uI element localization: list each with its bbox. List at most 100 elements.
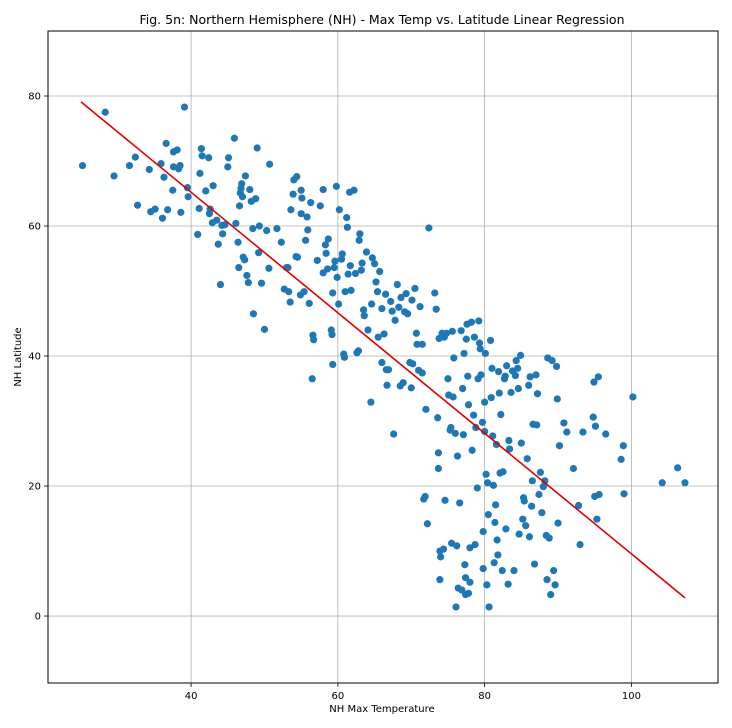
data-point-330 bbox=[658, 479, 666, 487]
data-point-232 bbox=[475, 339, 484, 347]
data-point-224 bbox=[468, 446, 476, 454]
data-point-294 bbox=[533, 390, 542, 398]
data-point-109 bbox=[331, 257, 339, 265]
data-point-286 bbox=[525, 533, 534, 541]
data-point-318 bbox=[589, 413, 597, 421]
data-point-101 bbox=[322, 249, 330, 257]
data-point-68 bbox=[265, 264, 273, 272]
data-point-325 bbox=[602, 430, 610, 438]
data-point-117 bbox=[340, 353, 349, 361]
data-point-144 bbox=[376, 267, 384, 276]
data-point-245 bbox=[485, 603, 493, 611]
data-point-148 bbox=[381, 290, 390, 298]
data-point-218 bbox=[464, 372, 472, 380]
data-point-135 bbox=[362, 248, 371, 256]
data-point-235 bbox=[478, 418, 487, 426]
data-point-202 bbox=[451, 429, 459, 437]
data-point-319 bbox=[590, 378, 598, 386]
data-point-257 bbox=[494, 368, 503, 376]
data-point-332 bbox=[681, 479, 689, 487]
data-point-115 bbox=[338, 250, 346, 258]
data-point-146 bbox=[378, 358, 386, 367]
data-point-247 bbox=[487, 394, 495, 402]
data-point-130 bbox=[356, 230, 364, 238]
data-point-173 bbox=[418, 369, 426, 377]
data-point-102 bbox=[323, 265, 332, 273]
data-point-156 bbox=[393, 280, 401, 289]
y-tick-label-60: 60 bbox=[28, 222, 41, 233]
data-point-157 bbox=[395, 303, 403, 311]
data-point-324 bbox=[595, 490, 603, 499]
data-point-121 bbox=[344, 270, 352, 278]
data-point-190 bbox=[439, 545, 448, 553]
data-point-183 bbox=[434, 464, 443, 473]
data-point-261 bbox=[498, 566, 506, 575]
data-point-142 bbox=[373, 288, 382, 296]
data-point-246 bbox=[486, 336, 495, 345]
data-point-323 bbox=[594, 373, 602, 381]
data-point-205 bbox=[453, 452, 462, 460]
data-point-8 bbox=[151, 205, 159, 213]
data-point-270 bbox=[507, 388, 515, 397]
data-point-55 bbox=[243, 271, 251, 280]
data-point-34 bbox=[209, 182, 217, 190]
data-point-111 bbox=[333, 273, 341, 281]
x-tick-label-80: 80 bbox=[478, 691, 491, 702]
data-point-308 bbox=[552, 362, 561, 371]
data-point-40 bbox=[221, 221, 229, 229]
data-point-37 bbox=[216, 280, 225, 289]
data-point-267 bbox=[504, 580, 512, 588]
data-point-192 bbox=[441, 496, 449, 504]
data-point-56 bbox=[244, 278, 252, 287]
data-point-301 bbox=[543, 576, 551, 584]
data-point-227 bbox=[471, 540, 479, 549]
data-point-78 bbox=[289, 190, 297, 198]
data-point-67 bbox=[263, 226, 271, 235]
data-point-178 bbox=[423, 520, 431, 528]
data-point-282 bbox=[520, 497, 528, 505]
data-point-292 bbox=[532, 371, 540, 379]
data-point-298 bbox=[539, 483, 547, 491]
data-point-309 bbox=[553, 395, 561, 403]
data-point-251 bbox=[490, 559, 498, 567]
data-point-193 bbox=[442, 329, 451, 337]
data-point-86 bbox=[298, 194, 306, 202]
data-point-289 bbox=[528, 477, 536, 485]
data-point-254 bbox=[492, 440, 500, 449]
data-point-329 bbox=[629, 393, 637, 401]
data-point-25 bbox=[195, 204, 203, 213]
data-point-240 bbox=[481, 349, 489, 358]
data-points bbox=[78, 103, 689, 611]
data-point-123 bbox=[346, 262, 354, 270]
data-point-213 bbox=[461, 561, 469, 569]
data-point-231 bbox=[475, 317, 483, 325]
data-point-221 bbox=[466, 544, 474, 552]
data-point-256 bbox=[494, 551, 502, 559]
data-point-46 bbox=[235, 264, 243, 272]
data-point-107 bbox=[329, 289, 337, 297]
data-point-124 bbox=[347, 286, 355, 294]
data-point-110 bbox=[332, 182, 341, 190]
data-point-152 bbox=[387, 297, 395, 306]
data-point-181 bbox=[432, 305, 440, 313]
data-point-331 bbox=[674, 464, 682, 472]
data-point-89 bbox=[303, 213, 311, 221]
data-point-151 bbox=[384, 366, 393, 374]
data-point-208 bbox=[457, 327, 465, 335]
data-point-304 bbox=[547, 590, 555, 599]
data-point-248 bbox=[488, 364, 496, 372]
data-point-253 bbox=[492, 501, 500, 509]
data-point-312 bbox=[560, 419, 568, 427]
data-point-225 bbox=[470, 411, 478, 419]
data-point-269 bbox=[505, 445, 514, 453]
data-point-50 bbox=[238, 180, 246, 188]
data-point-2 bbox=[110, 172, 118, 180]
data-point-162 bbox=[402, 290, 410, 298]
data-point-219 bbox=[464, 401, 473, 409]
data-point-27 bbox=[197, 145, 205, 153]
data-point-0 bbox=[78, 161, 87, 170]
data-point-179 bbox=[425, 224, 433, 232]
data-point-296 bbox=[536, 468, 545, 476]
data-point-328 bbox=[620, 490, 628, 498]
data-point-255 bbox=[493, 536, 501, 544]
